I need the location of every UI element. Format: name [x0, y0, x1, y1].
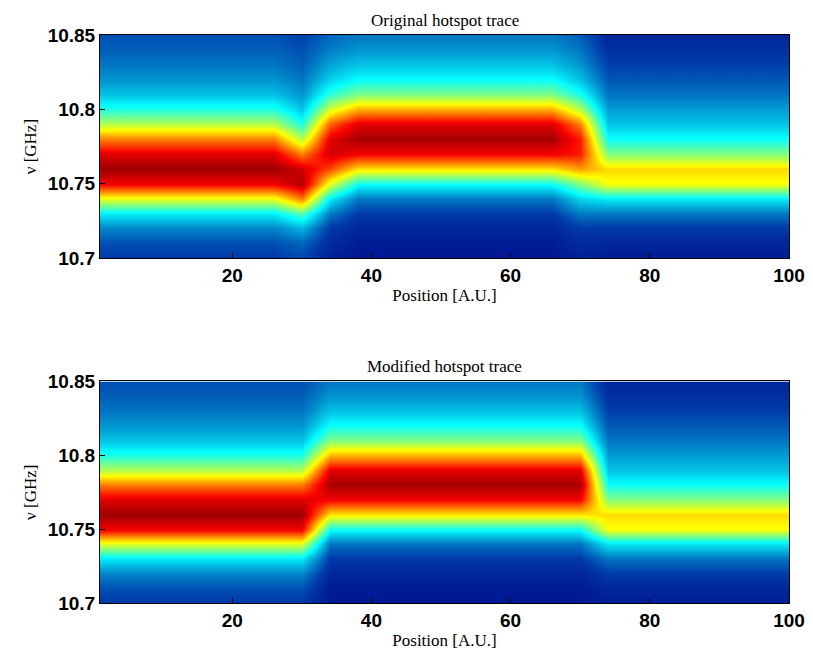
svg-text:60: 60 — [500, 265, 521, 286]
svg-text:ν [GHz]: ν [GHz] — [21, 119, 40, 174]
svg-text:10.75: 10.75 — [48, 173, 96, 194]
svg-text:10.7: 10.7 — [58, 248, 95, 269]
svg-text:100: 100 — [773, 610, 805, 631]
svg-text:Original hotspot trace: Original hotspot trace — [371, 11, 519, 30]
svg-text:10.75: 10.75 — [48, 519, 96, 540]
svg-text:10.8: 10.8 — [58, 445, 95, 466]
svg-text:10.85: 10.85 — [48, 25, 96, 46]
svg-text:Position [A.U.]: Position [A.U.] — [392, 286, 496, 305]
svg-text:10.7: 10.7 — [58, 593, 95, 614]
svg-text:20: 20 — [222, 265, 243, 286]
svg-text:60: 60 — [500, 610, 521, 631]
svg-text:80: 80 — [639, 610, 660, 631]
svg-text:10.85: 10.85 — [48, 371, 96, 392]
svg-text:100: 100 — [773, 265, 805, 286]
svg-text:40: 40 — [361, 610, 382, 631]
svg-text:Position [A.U.]: Position [A.U.] — [392, 631, 496, 650]
svg-text:Modified hotspot trace: Modified hotspot trace — [367, 357, 522, 376]
svg-text:20: 20 — [222, 610, 243, 631]
svg-text:40: 40 — [361, 265, 382, 286]
svg-text:ν [GHz]: ν [GHz] — [21, 465, 40, 520]
svg-text:10.8: 10.8 — [58, 99, 95, 120]
svg-text:80: 80 — [639, 265, 660, 286]
